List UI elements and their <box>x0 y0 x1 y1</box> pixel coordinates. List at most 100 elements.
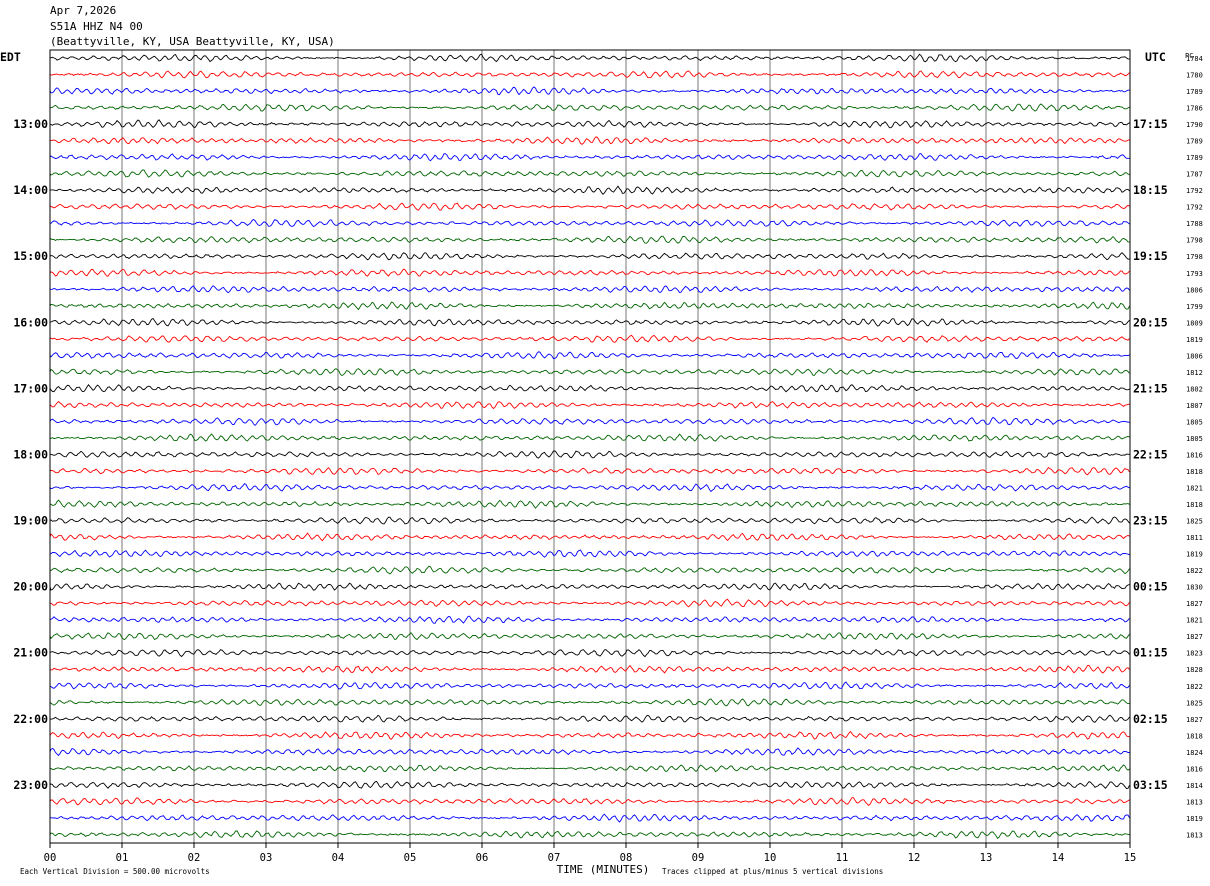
edt-hour-label: 13:00 <box>13 117 48 131</box>
utc-hour-label: 19:15 <box>1133 249 1168 263</box>
trace-value-label: 1789 <box>1186 88 1203 96</box>
trace-value-label: 1819 <box>1186 551 1203 559</box>
seismic-trace <box>49 218 1130 228</box>
edt-hour-label: 20:00 <box>13 580 48 594</box>
seismic-trace <box>49 53 1130 63</box>
seismic-trace <box>49 351 1130 360</box>
x-tick-label: 11 <box>836 852 849 864</box>
trace-value-label: 1798 <box>1186 253 1203 261</box>
seismic-trace <box>49 301 1130 311</box>
trace-value-label: 1811 <box>1186 534 1203 542</box>
seismic-trace <box>50 285 1130 294</box>
trace-value-label: 1793 <box>1186 270 1203 278</box>
trace-value-label: 1788 <box>1186 220 1203 228</box>
edt-timezone-label: EDT <box>0 50 21 64</box>
trace-value-label: 1806 <box>1186 286 1203 294</box>
seismic-trace <box>49 714 1130 724</box>
x-tick-label: 15 <box>1124 852 1137 864</box>
trace-value-label: 1809 <box>1186 319 1203 327</box>
utc-hour-label: 23:15 <box>1133 514 1168 528</box>
seismic-trace <box>49 813 1130 823</box>
plot-frame <box>49 49 1131 844</box>
seismic-trace <box>49 664 1130 674</box>
seismic-trace <box>50 136 1130 145</box>
seismic-trace <box>49 516 1130 525</box>
scale-footnote: Each Vertical Division = 500.00 microvol… <box>20 867 210 876</box>
seismic-trace <box>49 532 1130 542</box>
trace-value-label: 1822 <box>1186 567 1203 575</box>
trace-value-label: 1789 <box>1186 138 1203 146</box>
seismic-trace <box>49 119 1130 129</box>
location-label: (Beattyville, KY, USA Beattyville, KY, U… <box>50 35 335 48</box>
trace-value-label: 1816 <box>1186 451 1203 459</box>
edt-hour-label: 23:00 <box>13 778 48 792</box>
edt-hour-label: 21:00 <box>13 646 48 660</box>
seismic-trace <box>49 466 1130 476</box>
x-tick-label: 05 <box>404 852 417 864</box>
seismic-trace <box>49 334 1130 343</box>
edt-hour-label: 16:00 <box>13 315 48 329</box>
seismic-trace <box>49 615 1130 624</box>
edt-hour-label: 19:00 <box>13 514 48 528</box>
seismic-trace <box>49 86 1130 96</box>
edt-hour-label: 17:00 <box>13 381 48 395</box>
trace-value-label: 1827 <box>1186 633 1203 641</box>
seismic-trace <box>49 698 1130 707</box>
station-label: S51A HHZ N4 00 <box>50 20 143 33</box>
seismic-trace <box>49 252 1130 261</box>
seismic-trace <box>49 400 1130 410</box>
seismic-trace <box>49 598 1130 608</box>
seismic-trace <box>49 483 1130 493</box>
x-tick-label: 03 <box>260 852 273 864</box>
trace-value-label: 1830 <box>1186 584 1203 592</box>
seismic-trace <box>49 185 1130 195</box>
seismic-trace <box>49 235 1130 244</box>
edt-hour-label: 14:00 <box>13 183 48 197</box>
seismic-trace <box>49 268 1130 277</box>
x-tick-label: 00 <box>44 852 57 864</box>
trace-value-label: 1798 <box>1186 237 1203 245</box>
grid <box>49 50 1131 848</box>
trace-value-label: 1790 <box>1186 121 1203 129</box>
trace-value-label: 1787 <box>1186 171 1203 179</box>
trace-value-label: 1784 <box>1186 55 1203 63</box>
x-tick-label: 09 <box>692 852 705 864</box>
utc-hour-label: 01:15 <box>1133 646 1168 660</box>
x-axis-title: TIME (MINUTES) <box>557 863 650 876</box>
seismic-trace <box>49 450 1130 459</box>
utc-hour-label: 21:15 <box>1133 381 1168 395</box>
utc-hour-label: 18:15 <box>1133 183 1168 197</box>
trace-value-label: 1813 <box>1186 798 1203 806</box>
seismic-trace <box>49 582 1130 591</box>
seismic-trace <box>49 797 1130 807</box>
clipping-footnote: Traces clipped at plus/minus 5 vertical … <box>662 867 883 876</box>
edt-hour-label: 22:00 <box>13 712 48 726</box>
x-tick-label: 07 <box>548 852 561 864</box>
seismic-trace <box>49 549 1130 558</box>
trace-value-label: 1805 <box>1186 418 1203 426</box>
utc-hour-label: 17:15 <box>1133 117 1168 131</box>
edt-hour-label: 18:00 <box>13 447 48 461</box>
trace-value-label: 1821 <box>1186 485 1203 493</box>
trace-value-label: 1822 <box>1186 683 1203 691</box>
x-tick-label: 01 <box>116 852 129 864</box>
seismic-trace <box>49 416 1130 427</box>
trace-value-label: 1821 <box>1186 617 1203 625</box>
trace-value-label: 1825 <box>1186 518 1203 526</box>
trace-value-label: 1828 <box>1186 666 1203 674</box>
seismic-trace <box>49 730 1130 740</box>
utc-hour-label: 03:15 <box>1133 778 1168 792</box>
x-tick-label: 08 <box>620 852 633 864</box>
trace-value-label: 1786 <box>1186 105 1203 113</box>
seismic-trace <box>49 202 1130 211</box>
trace-value-label: 1805 <box>1186 435 1203 443</box>
seismic-trace <box>49 499 1130 509</box>
trace-value-label: 1825 <box>1186 699 1203 707</box>
seismic-trace <box>49 648 1130 658</box>
trace-value-label: 1812 <box>1186 369 1203 377</box>
trace-value-label: 1792 <box>1186 187 1203 195</box>
seismic-trace <box>49 780 1130 789</box>
trace-value-label: 1819 <box>1186 336 1203 344</box>
labels: 00 01 02 03 04 05 06 07 08 09 10 11 12 13 14 15 1784 1780… <box>0 50 1203 876</box>
